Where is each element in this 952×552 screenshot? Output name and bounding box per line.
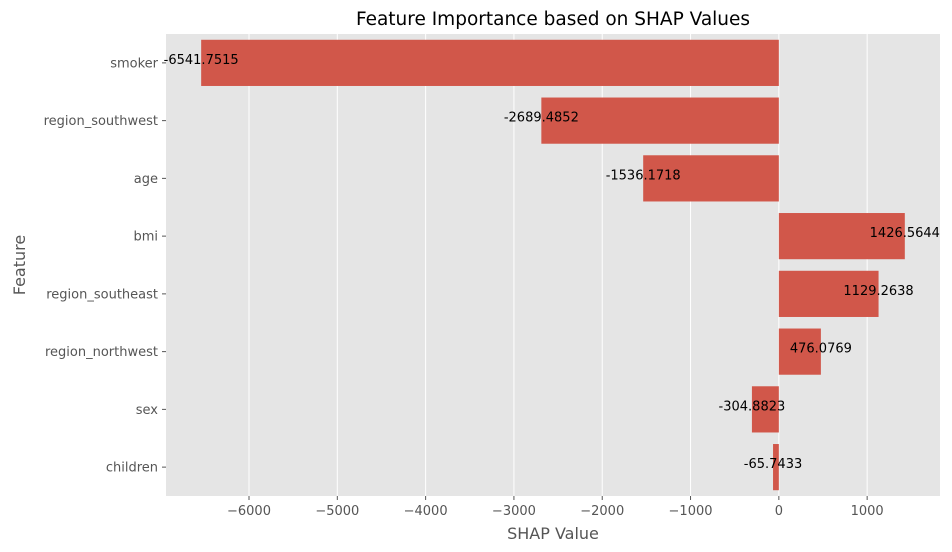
y-tick-label-bmi: bmi — [133, 230, 158, 245]
data-label-bmi: 1426.5644 — [870, 226, 940, 241]
bar-smoker — [201, 39, 779, 86]
x-tick-label: 0 — [775, 504, 783, 519]
data-label-age: -1536.1718 — [606, 168, 681, 183]
data-label-smoker: -6541.7515 — [164, 53, 239, 68]
x-tick-label: −5000 — [315, 504, 359, 519]
bar-region_southwest — [541, 97, 779, 144]
bar-region_southeast — [778, 270, 879, 317]
data-label-region_southwest: -2689.4852 — [504, 111, 579, 126]
x-tick-label: −4000 — [404, 504, 448, 519]
data-label-children: -65.7433 — [744, 457, 802, 472]
bar-age — [643, 155, 779, 202]
data-label-region_northwest: 476.0769 — [790, 342, 852, 357]
x-tick-label: 1000 — [851, 504, 884, 519]
x-tick-label: −3000 — [492, 504, 536, 519]
bars — [201, 39, 905, 491]
chart-title: Feature Importance based on SHAP Values — [356, 9, 750, 30]
bar-children — [773, 444, 779, 491]
y-axis-title: Feature — [10, 235, 29, 295]
bar-bmi — [778, 213, 905, 260]
x-axis-ticks: −6000 −5000 −4000 −3000 −2000 −1000 0 1000 — [227, 496, 884, 519]
x-tick-label: −2000 — [580, 504, 624, 519]
x-tick-label: −6000 — [227, 504, 271, 519]
y-tick-label-region_southeast: region_southeast — [46, 287, 158, 302]
data-label-region_southeast: 1129.2638 — [843, 284, 913, 299]
y-tick-label-age: age — [134, 172, 158, 187]
data-label-sex: -304.8823 — [719, 399, 786, 414]
y-tick-label-region_southwest: region_southwest — [44, 114, 158, 129]
x-axis-title: SHAP Value — [507, 524, 599, 543]
y-tick-label-sex: sex — [136, 403, 159, 418]
y-tick-label-children: children — [106, 461, 158, 476]
y-tick-label-smoker: smoker — [110, 56, 158, 71]
bar-sex — [751, 386, 779, 433]
x-tick-label: −1000 — [669, 504, 713, 519]
data-labels: -6541.7515 -2689.4852 -1536.1718 1426.5644 1… — [164, 53, 940, 472]
y-tick-label-region_northwest: region_northwest — [45, 345, 158, 360]
bar-region_northwest — [778, 328, 821, 375]
